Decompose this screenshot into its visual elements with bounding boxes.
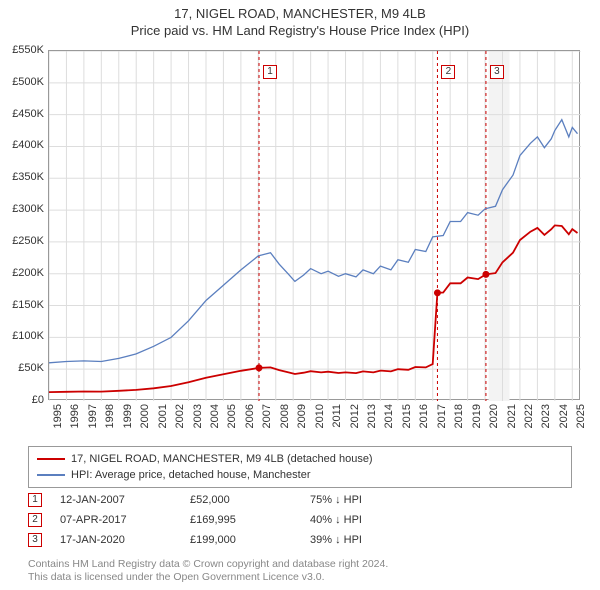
- ytick-label: £500K: [12, 76, 44, 88]
- chart-plot-area: 1 2 3: [48, 50, 580, 400]
- xtick-label: 2011: [331, 404, 343, 428]
- sale-date: 07-APR-2017: [60, 514, 190, 526]
- sale-row-marker: 1: [28, 493, 42, 507]
- xtick-label: 1995: [52, 404, 64, 428]
- ytick-label: £100K: [12, 330, 44, 342]
- legend-label: HPI: Average price, detached house, Manc…: [71, 469, 311, 481]
- ytick-label: £50K: [18, 362, 44, 374]
- sale-date: 17-JAN-2020: [60, 534, 190, 546]
- xtick-label: 2020: [488, 404, 500, 428]
- xtick-label: 2022: [523, 404, 535, 428]
- xtick-label: 2007: [261, 404, 273, 428]
- ytick-label: £400K: [12, 139, 44, 151]
- chart-title: 17, NIGEL ROAD, MANCHESTER, M9 4LB: [0, 6, 600, 21]
- sale-price: £52,000: [190, 494, 310, 506]
- sale-date: 12-JAN-2007: [60, 494, 190, 506]
- sale-hpi: 75% ↓ HPI: [310, 494, 572, 506]
- sale-marker-3: 3: [490, 65, 504, 79]
- xtick-label: 2010: [314, 404, 326, 428]
- sale-marker-2: 2: [441, 65, 455, 79]
- sales-table: 1 12-JAN-2007£52,00075% ↓ HPI 2 07-APR-2017…: [28, 490, 572, 550]
- sale-hpi: 40% ↓ HPI: [310, 514, 572, 526]
- ytick-label: £350K: [12, 171, 44, 183]
- sale-row: 1 12-JAN-2007£52,00075% ↓ HPI: [28, 490, 572, 510]
- xtick-label: 1999: [122, 404, 134, 428]
- xtick-label: 2021: [506, 404, 518, 428]
- xtick-label: 2017: [436, 404, 448, 428]
- xtick-label: 1996: [69, 404, 81, 428]
- sale-hpi: 39% ↓ HPI: [310, 534, 572, 546]
- xtick-label: 2024: [558, 404, 570, 428]
- xtick-label: 2001: [157, 404, 169, 428]
- xtick-label: 2018: [453, 404, 465, 428]
- sale-marker-1: 1: [263, 65, 277, 79]
- xtick-label: 2015: [401, 404, 413, 428]
- x-axis: 1995 1996 1997 1998 1999 2000 2001 2002 2003 2004…: [48, 400, 580, 450]
- sale-row-marker: 2: [28, 513, 42, 527]
- footer-attribution: Contains HM Land Registry data © Crown c…: [28, 558, 572, 584]
- xtick-label: 2008: [279, 404, 291, 428]
- chart-subtitle: Price paid vs. HM Land Registry's House …: [0, 23, 600, 38]
- sale-row-marker: 3: [28, 533, 42, 547]
- ytick-label: £450K: [12, 108, 44, 120]
- xtick-label: 2019: [471, 404, 483, 428]
- ytick-label: £250K: [12, 235, 44, 247]
- sale-row: 2 07-APR-2017£169,99540% ↓ HPI: [28, 510, 572, 530]
- sale-row: 3 17-JAN-2020£199,00039% ↓ HPI: [28, 530, 572, 550]
- xtick-label: 2013: [366, 404, 378, 428]
- sale-price: £169,995: [190, 514, 310, 526]
- xtick-label: 2009: [296, 404, 308, 428]
- legend-row: HPI: Average price, detached house, Manc…: [37, 467, 563, 483]
- xtick-label: 2014: [383, 404, 395, 428]
- xtick-label: 2025: [575, 404, 587, 428]
- footer-line1: Contains HM Land Registry data © Crown c…: [28, 558, 572, 571]
- xtick-label: 2006: [244, 404, 256, 428]
- legend: 17, NIGEL ROAD, MANCHESTER, M9 4LB (deta…: [28, 446, 572, 488]
- xtick-label: 2004: [209, 404, 221, 428]
- sale-price: £199,000: [190, 534, 310, 546]
- xtick-label: 2012: [349, 404, 361, 428]
- legend-swatch: [37, 474, 65, 476]
- xtick-label: 2003: [192, 404, 204, 428]
- xtick-label: 2023: [540, 404, 552, 428]
- ytick-label: £200K: [12, 267, 44, 279]
- legend-label: 17, NIGEL ROAD, MANCHESTER, M9 4LB (deta…: [71, 453, 373, 465]
- xtick-label: 2002: [174, 404, 186, 428]
- legend-swatch: [37, 458, 65, 460]
- ytick-label: £150K: [12, 299, 44, 311]
- xtick-label: 1998: [104, 404, 116, 428]
- ytick-label: £300K: [12, 203, 44, 215]
- xtick-label: 2005: [226, 404, 238, 428]
- chart-svg: [49, 51, 581, 401]
- footer-line2: This data is licensed under the Open Gov…: [28, 571, 572, 584]
- xtick-label: 1997: [87, 404, 99, 428]
- ytick-label: £550K: [12, 44, 44, 56]
- legend-row: 17, NIGEL ROAD, MANCHESTER, M9 4LB (deta…: [37, 451, 563, 467]
- ytick-label: £0: [32, 394, 44, 406]
- xtick-label: 2000: [139, 404, 151, 428]
- xtick-label: 2016: [418, 404, 430, 428]
